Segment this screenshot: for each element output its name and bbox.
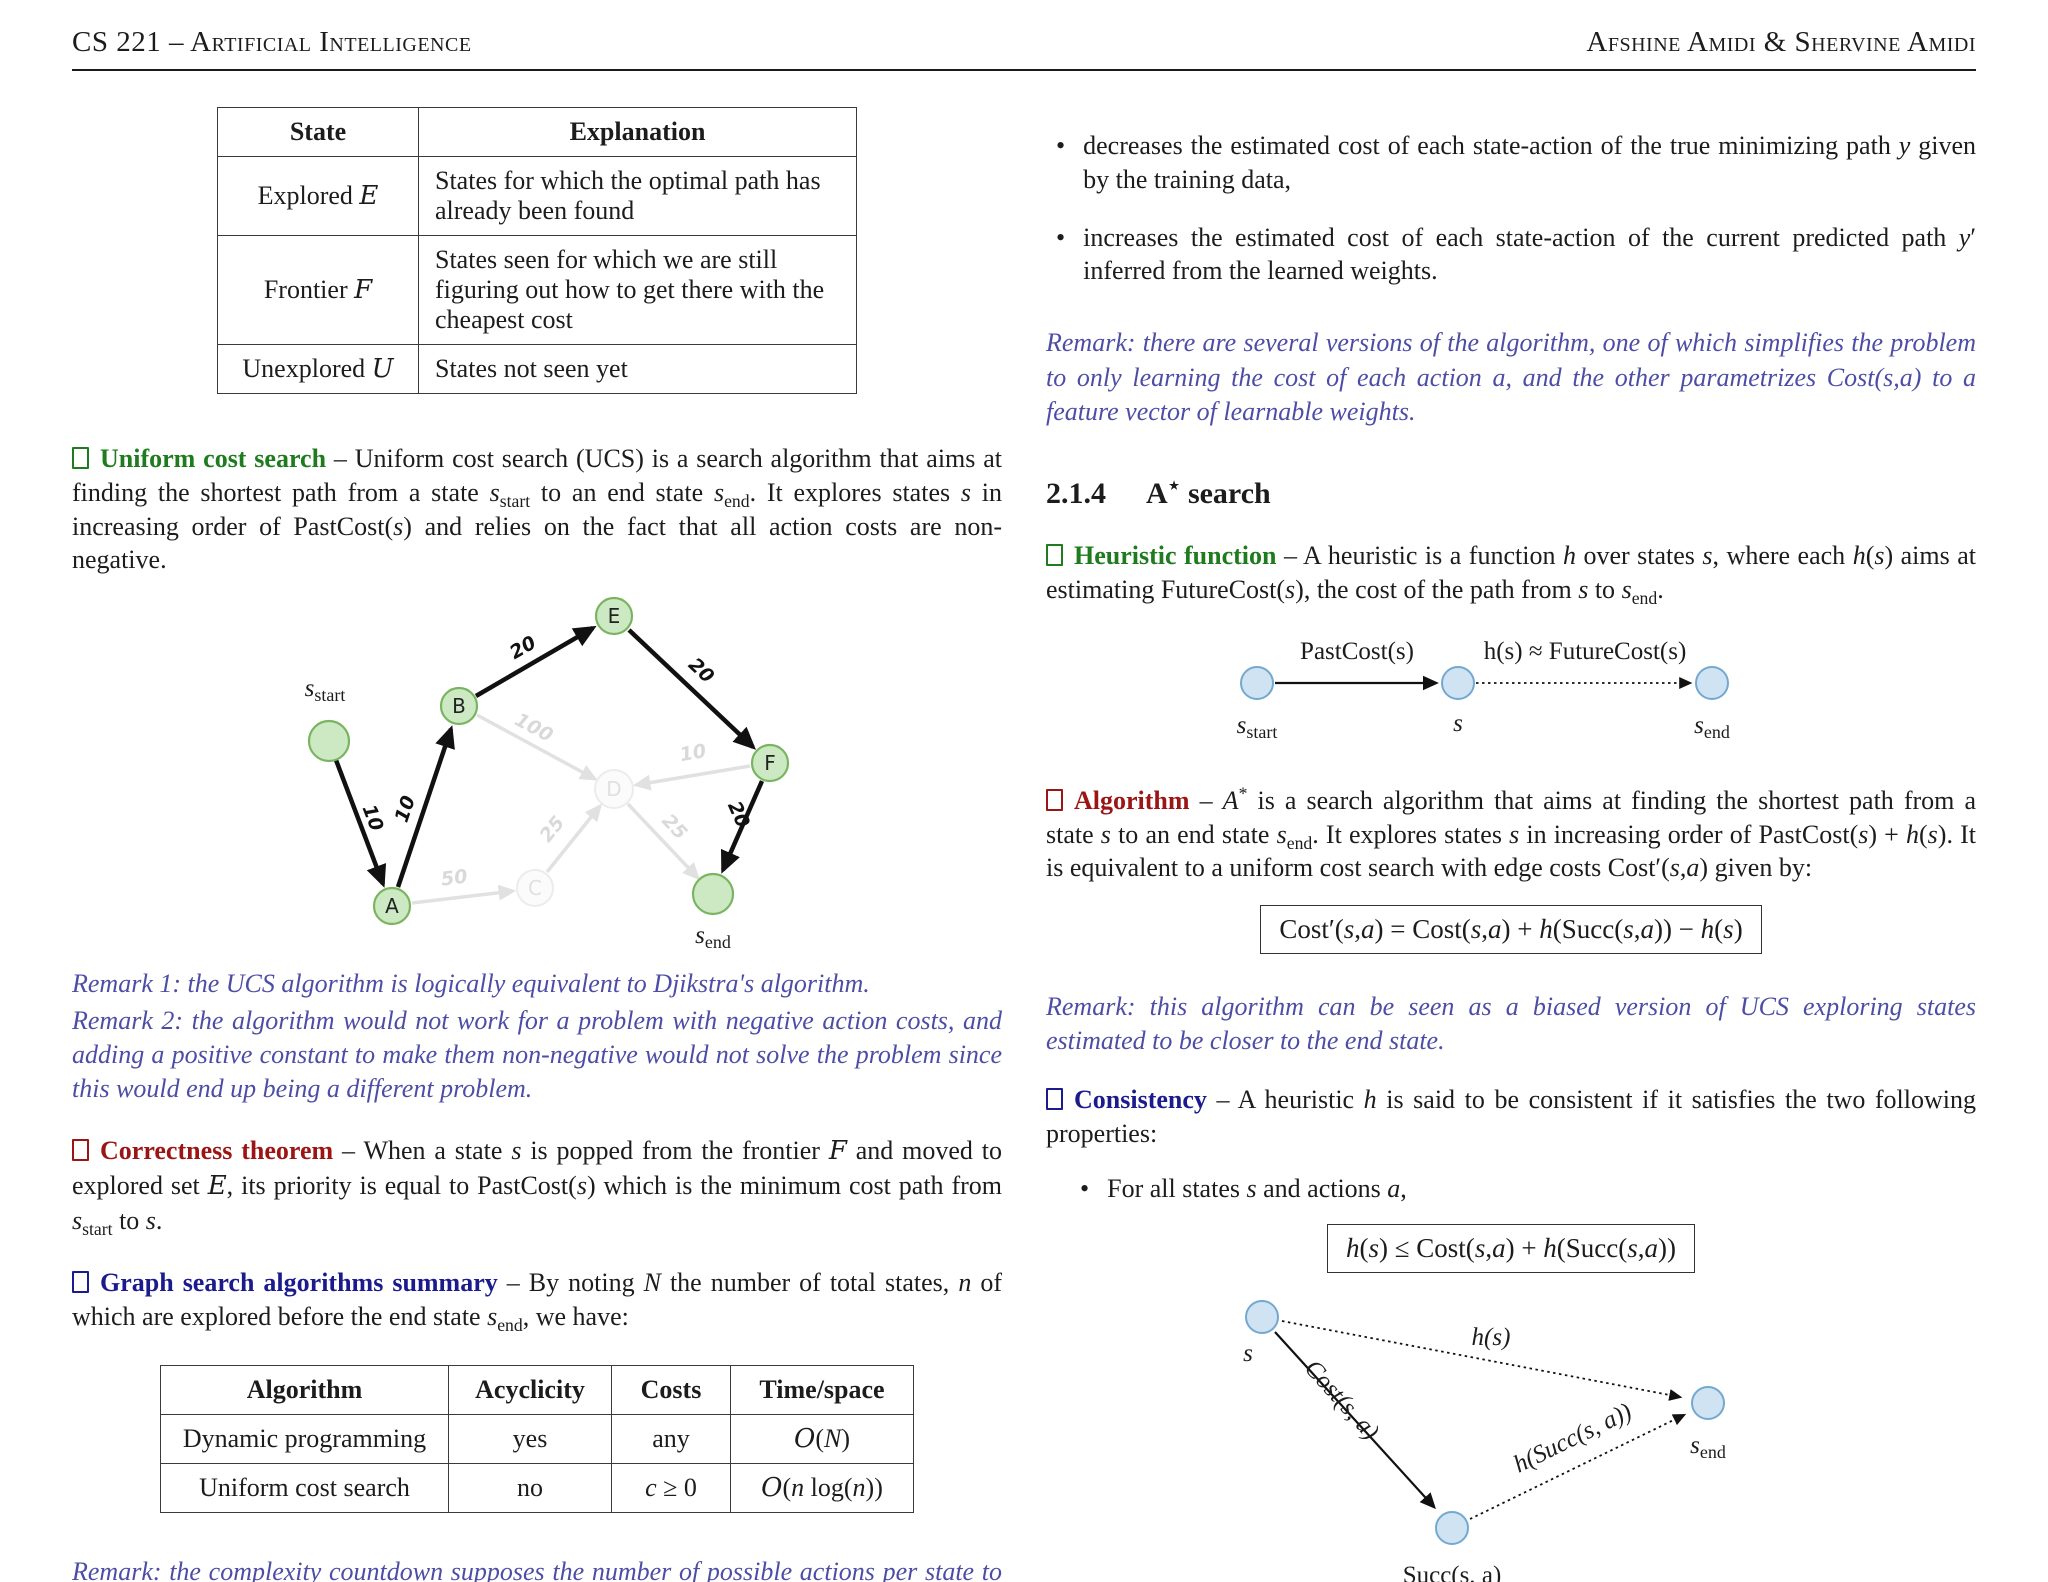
- table-row: Dynamic programming yes any O(N): [160, 1414, 914, 1465]
- state-table-header-state: State: [217, 107, 419, 157]
- costs-cell: c ≥ 0: [611, 1463, 731, 1514]
- section-square-icon: [72, 1139, 89, 1162]
- edge-cost-label: 20: [684, 654, 718, 688]
- heuristic-diagram: PastCost(s) h(s) ≈ FutureCost(s) sstart …: [1237, 638, 1730, 742]
- start-node-label: sstart: [1237, 712, 1278, 742]
- table-row: Explored E States for which the optimal …: [217, 156, 857, 236]
- algo-header-algorithm: Algorithm: [160, 1365, 449, 1416]
- explanation-cell: States not seen yet: [418, 344, 857, 394]
- heuristic-paragraph: Heuristic function – A heuristic is a fu…: [1046, 541, 1977, 609]
- section-square-icon: [1046, 788, 1063, 811]
- header-course-title: CS 221 – Artificial Intelligence: [72, 26, 472, 58]
- cost-prime-formula-box: Cost′(s,a) = Cost(s,a) + h(Succ(s,a)) − …: [1046, 905, 1976, 955]
- table-row: Uniform cost search no c ≥ 0 O(n log(n)): [160, 1463, 914, 1514]
- active-nodes: A B E F: [307, 597, 790, 926]
- remark-1: Remark 1: the UCS algorithm is logically…: [72, 969, 870, 999]
- explanation-cell: States seen for which we are still figur…: [418, 235, 857, 345]
- graph-node-end: [691, 873, 735, 916]
- section-square-icon: [1046, 1087, 1063, 1110]
- consistency-paragraph: Consistency – A heuristic h is said to b…: [1046, 1084, 1977, 1148]
- edge-cost-label: 50: [440, 866, 469, 891]
- graph-node-a: A: [385, 894, 399, 918]
- futurecost-edge-label: h(s) ≈ FutureCost(s): [1484, 638, 1687, 665]
- faded-edges: [411, 713, 751, 905]
- cost-edge-label: Cost(s, a): [1299, 1355, 1384, 1445]
- bullet-decreases: decreases the estimated cost of each sta…: [1046, 129, 1976, 197]
- faded-nodes: C D: [516, 769, 634, 908]
- table-row: Unexplored U States not seen yet: [217, 344, 857, 394]
- graph-end-label: send: [695, 922, 731, 952]
- explanation-cell: States for which the optimal path has al…: [418, 156, 857, 236]
- costs-cell: any: [611, 1414, 731, 1465]
- graph-node-d: D: [606, 777, 621, 801]
- summary-paragraph: Graph search algorithms summary – By not…: [72, 1267, 1002, 1335]
- edge-cost-label: 20: [723, 798, 754, 831]
- pastcost-edge-label: PastCost(s): [1300, 638, 1414, 665]
- table-header-row: State Explanation: [217, 107, 857, 157]
- graph-node-c: C: [528, 876, 542, 900]
- timespace-cell: O(n log(n)): [730, 1463, 914, 1514]
- succ-node-label: Succ(s, a): [1403, 1562, 1502, 1582]
- hsucc-edge-label: h(Succ(s, a)): [1509, 1398, 1636, 1478]
- section-square-icon: [1046, 544, 1063, 567]
- left-column: State Explanation Explored E States for …: [72, 81, 1002, 1582]
- remark-versions: Remark: there are several versions of th…: [1046, 328, 1976, 426]
- graph-node-b: B: [452, 694, 466, 718]
- consistency-diagram: s h(s) Cost(s, a) h(Succ(s, a)) send Suc…: [1243, 1300, 1726, 1582]
- algorithms-table: Algorithm Acyclicity Costs Time/space Dy…: [160, 1365, 914, 1514]
- end-node-label: send: [1694, 712, 1730, 742]
- edge-cost-label: 25: [535, 812, 569, 846]
- algo-header-acyclicity: Acyclicity: [448, 1365, 612, 1416]
- acyclicity-cell: no: [448, 1463, 612, 1514]
- active-edges: [333, 626, 765, 889]
- consistency-formula-box: h(s) ≤ Cost(s,a) + h(Succ(s,a)): [1046, 1224, 1976, 1274]
- timespace-cell: O(N): [730, 1414, 914, 1465]
- section-heading-214: 2.1.4 A⋆ search: [1046, 475, 1271, 511]
- algorithm-paragraph: Algorithm – A* is a search algorithm tha…: [1046, 783, 1977, 883]
- acyclicity-cell: yes: [448, 1414, 612, 1465]
- send-node-label: send: [1690, 1432, 1726, 1462]
- table-header-row: Algorithm Acyclicity Costs Time/space: [160, 1365, 914, 1416]
- remark-2: Remark 2: the algorithm would not work f…: [72, 1005, 1002, 1104]
- bullet-increases: increases the estimated cost of each sta…: [1046, 221, 1976, 289]
- state-table: State Explanation Explored E States for …: [217, 107, 857, 394]
- right-column: decreases the estimated cost of each sta…: [1046, 81, 1976, 1582]
- remark-biased: Remark: this algorithm can be seen as a …: [1046, 992, 1976, 1056]
- section-square-icon: [72, 447, 89, 469]
- edge-cost-label: 10: [391, 793, 420, 825]
- state-table-header-explanation: Explanation: [418, 107, 857, 157]
- edge-cost-label: 10: [678, 740, 708, 766]
- algorithm-cell: Dynamic programming: [160, 1414, 449, 1465]
- section-square-icon: [72, 1270, 89, 1293]
- hs-edge-label: h(s): [1472, 1324, 1511, 1351]
- algo-header-timespace: Time/space: [730, 1365, 914, 1416]
- mid-node-label: s: [1453, 710, 1463, 737]
- state-cell: Explored E: [217, 156, 419, 236]
- ucs-paragraph: Uniform cost search – Uniform cost searc…: [72, 444, 1002, 575]
- algorithm-cell: Uniform cost search: [160, 1463, 449, 1514]
- graph-start-label: sstart: [305, 675, 346, 705]
- correctness-paragraph: Correctness theorem – When a state s is …: [72, 1136, 1003, 1240]
- remark-complexity: Remark: the complexity countdown suppose…: [72, 1557, 1002, 1582]
- page-header: CS 221 – Artificial Intelligence Afshine…: [72, 26, 1976, 71]
- graph-node-f: F: [764, 751, 776, 775]
- ucs-graph: 10 10 20 20 20 100 10 50 25 25 C D: [305, 597, 790, 952]
- graph-node-start: [307, 720, 351, 763]
- s-node-label: s: [1243, 1340, 1253, 1367]
- forall-bullet: For all states s and actions a,: [1070, 1172, 1976, 1206]
- header-authors: Afshine Amidi & Shervine Amidi: [1586, 26, 1976, 58]
- algo-header-costs: Costs: [611, 1365, 731, 1416]
- table-row: Frontier F States seen for which we are …: [217, 235, 857, 345]
- edge-cost-label: 100: [511, 709, 556, 747]
- state-cell: Unexplored U: [217, 344, 419, 394]
- edge-cost-label: 20: [506, 632, 540, 664]
- graph-node-e: E: [608, 604, 621, 628]
- state-cell: Frontier F: [217, 235, 419, 345]
